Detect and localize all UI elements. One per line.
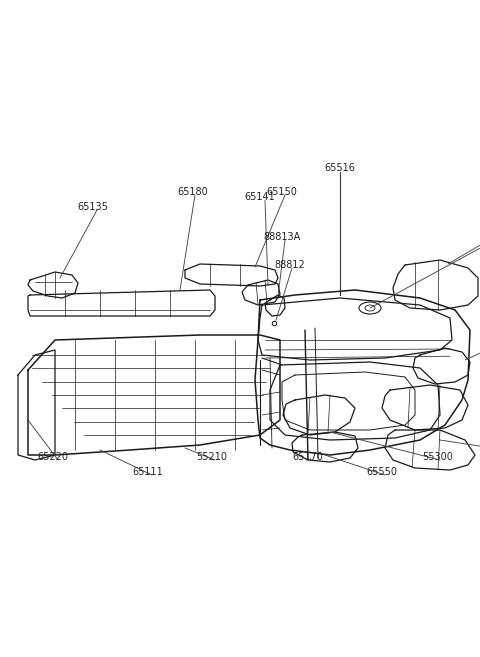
Text: 65550: 65550 — [367, 467, 397, 477]
Text: 65180: 65180 — [178, 187, 208, 197]
Text: 88813A: 88813A — [264, 232, 300, 242]
Text: 65220: 65220 — [37, 452, 69, 462]
Text: 55210: 55210 — [196, 452, 228, 462]
Text: 65141: 65141 — [245, 192, 276, 202]
Text: 65135: 65135 — [78, 202, 108, 212]
Text: 65150: 65150 — [266, 187, 298, 197]
Text: 65111: 65111 — [132, 467, 163, 477]
Text: 88812: 88812 — [275, 260, 305, 270]
Text: 65170: 65170 — [293, 452, 324, 462]
Text: 55300: 55300 — [422, 452, 454, 462]
Text: 65516: 65516 — [324, 163, 355, 173]
